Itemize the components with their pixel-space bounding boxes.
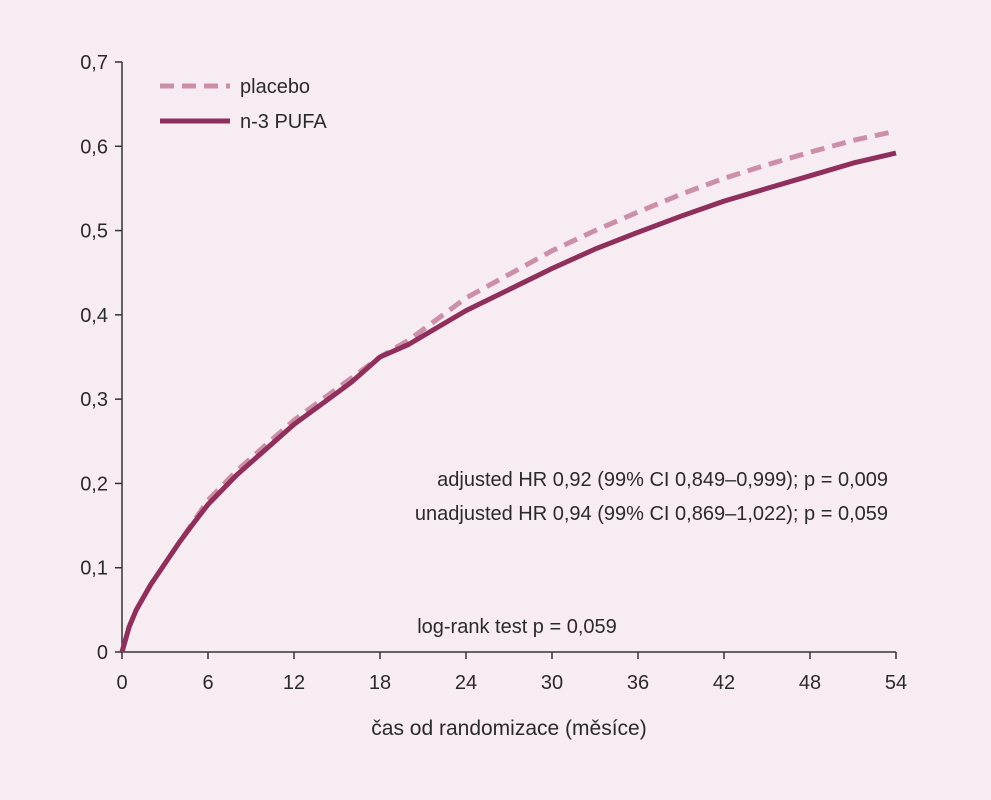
y-tick-label: 0,7 — [80, 52, 108, 74]
series-line-n-3-pufa — [119, 150, 897, 653]
x-tick-label: 0 — [116, 672, 127, 694]
legend-label-n3pufa: n-3 PUFA — [240, 111, 327, 133]
annotation-adjusted: adjusted HR 0,92 (99% CI 0,849–0,999); p… — [437, 469, 888, 491]
y-tick-label: 0,1 — [80, 558, 108, 580]
y-tick-label: 0,3 — [80, 389, 108, 411]
series-line-placebo — [119, 128, 897, 653]
tick-labels: 0 0,1 0,2 0,3 0,4 0,5 0,6 0,7 0 6 12 18 24 30 36 42 48 54 — [80, 52, 907, 694]
series-layer — [119, 128, 897, 653]
y-tick-label: 0,5 — [80, 221, 108, 243]
x-tick-label: 36 — [627, 672, 649, 694]
annotation-unadjusted: unadjusted HR 0,94 (99% CI 0,869–1,022);… — [415, 503, 888, 525]
y-tick-label: 0,6 — [80, 136, 108, 158]
legend-label-placebo: placebo — [240, 76, 310, 98]
x-tick-label: 42 — [713, 672, 735, 694]
x-tick-label: 30 — [541, 672, 563, 694]
x-tick-label: 18 — [369, 672, 391, 694]
y-tick-label: 0,4 — [80, 305, 108, 327]
x-tick-label: 24 — [455, 672, 477, 694]
annotation-logrank: log-rank test p = 0,059 — [417, 616, 617, 638]
y-tick-label: 0 — [97, 642, 108, 664]
axes — [115, 61, 897, 659]
x-tick-label: 54 — [885, 672, 907, 694]
y-tick-label: 0,2 — [80, 473, 108, 495]
x-tick-label: 12 — [283, 672, 305, 694]
x-tick-label: 48 — [799, 672, 821, 694]
legend: placebo n-3 PUFA — [160, 76, 327, 133]
x-tick-label: 6 — [202, 672, 213, 694]
x-axis-label: čas od randomizace (měsíce) — [371, 717, 646, 740]
